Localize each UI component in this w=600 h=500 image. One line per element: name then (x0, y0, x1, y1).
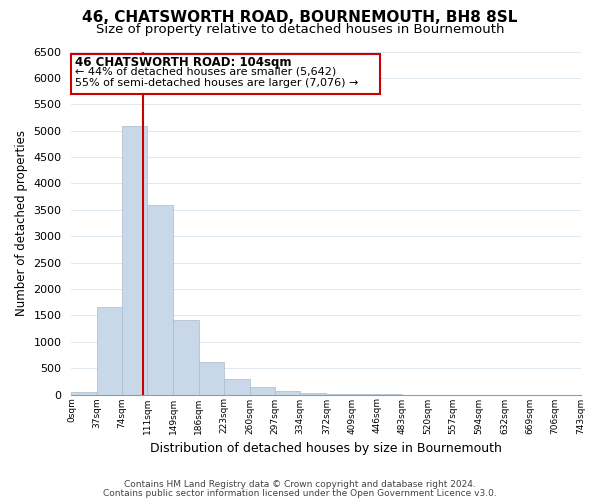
Bar (275, 392, 300, 394)
Text: 46, CHATSWORTH ROAD, BOURNEMOUTH, BH8 8SL: 46, CHATSWORTH ROAD, BOURNEMOUTH, BH8 8S… (82, 10, 518, 25)
Bar (250, 387, 275, 394)
Bar (224, 378, 250, 394)
Bar (148, 204, 173, 394)
Bar (199, 362, 224, 394)
Text: Contains HM Land Registry data © Crown copyright and database right 2024.: Contains HM Land Registry data © Crown c… (124, 480, 476, 489)
Text: Contains public sector information licensed under the Open Government Licence v3: Contains public sector information licen… (103, 490, 497, 498)
Y-axis label: Number of detached properties: Number of detached properties (15, 130, 28, 316)
Bar (173, 320, 199, 394)
X-axis label: Distribution of detached houses by size in Bournemouth: Distribution of detached houses by size … (150, 442, 502, 455)
Text: Size of property relative to detached houses in Bournemouth: Size of property relative to detached ho… (96, 22, 504, 36)
Bar (71, 392, 97, 394)
Bar (122, 126, 148, 394)
Text: ← 44% of detached houses are smaller (5,642): ← 44% of detached houses are smaller (5,… (75, 67, 336, 77)
FancyBboxPatch shape (71, 54, 380, 94)
Text: 46 CHATSWORTH ROAD: 104sqm: 46 CHATSWORTH ROAD: 104sqm (75, 56, 292, 68)
Bar (97, 308, 122, 394)
Text: 55% of semi-detached houses are larger (7,076) →: 55% of semi-detached houses are larger (… (75, 78, 358, 88)
